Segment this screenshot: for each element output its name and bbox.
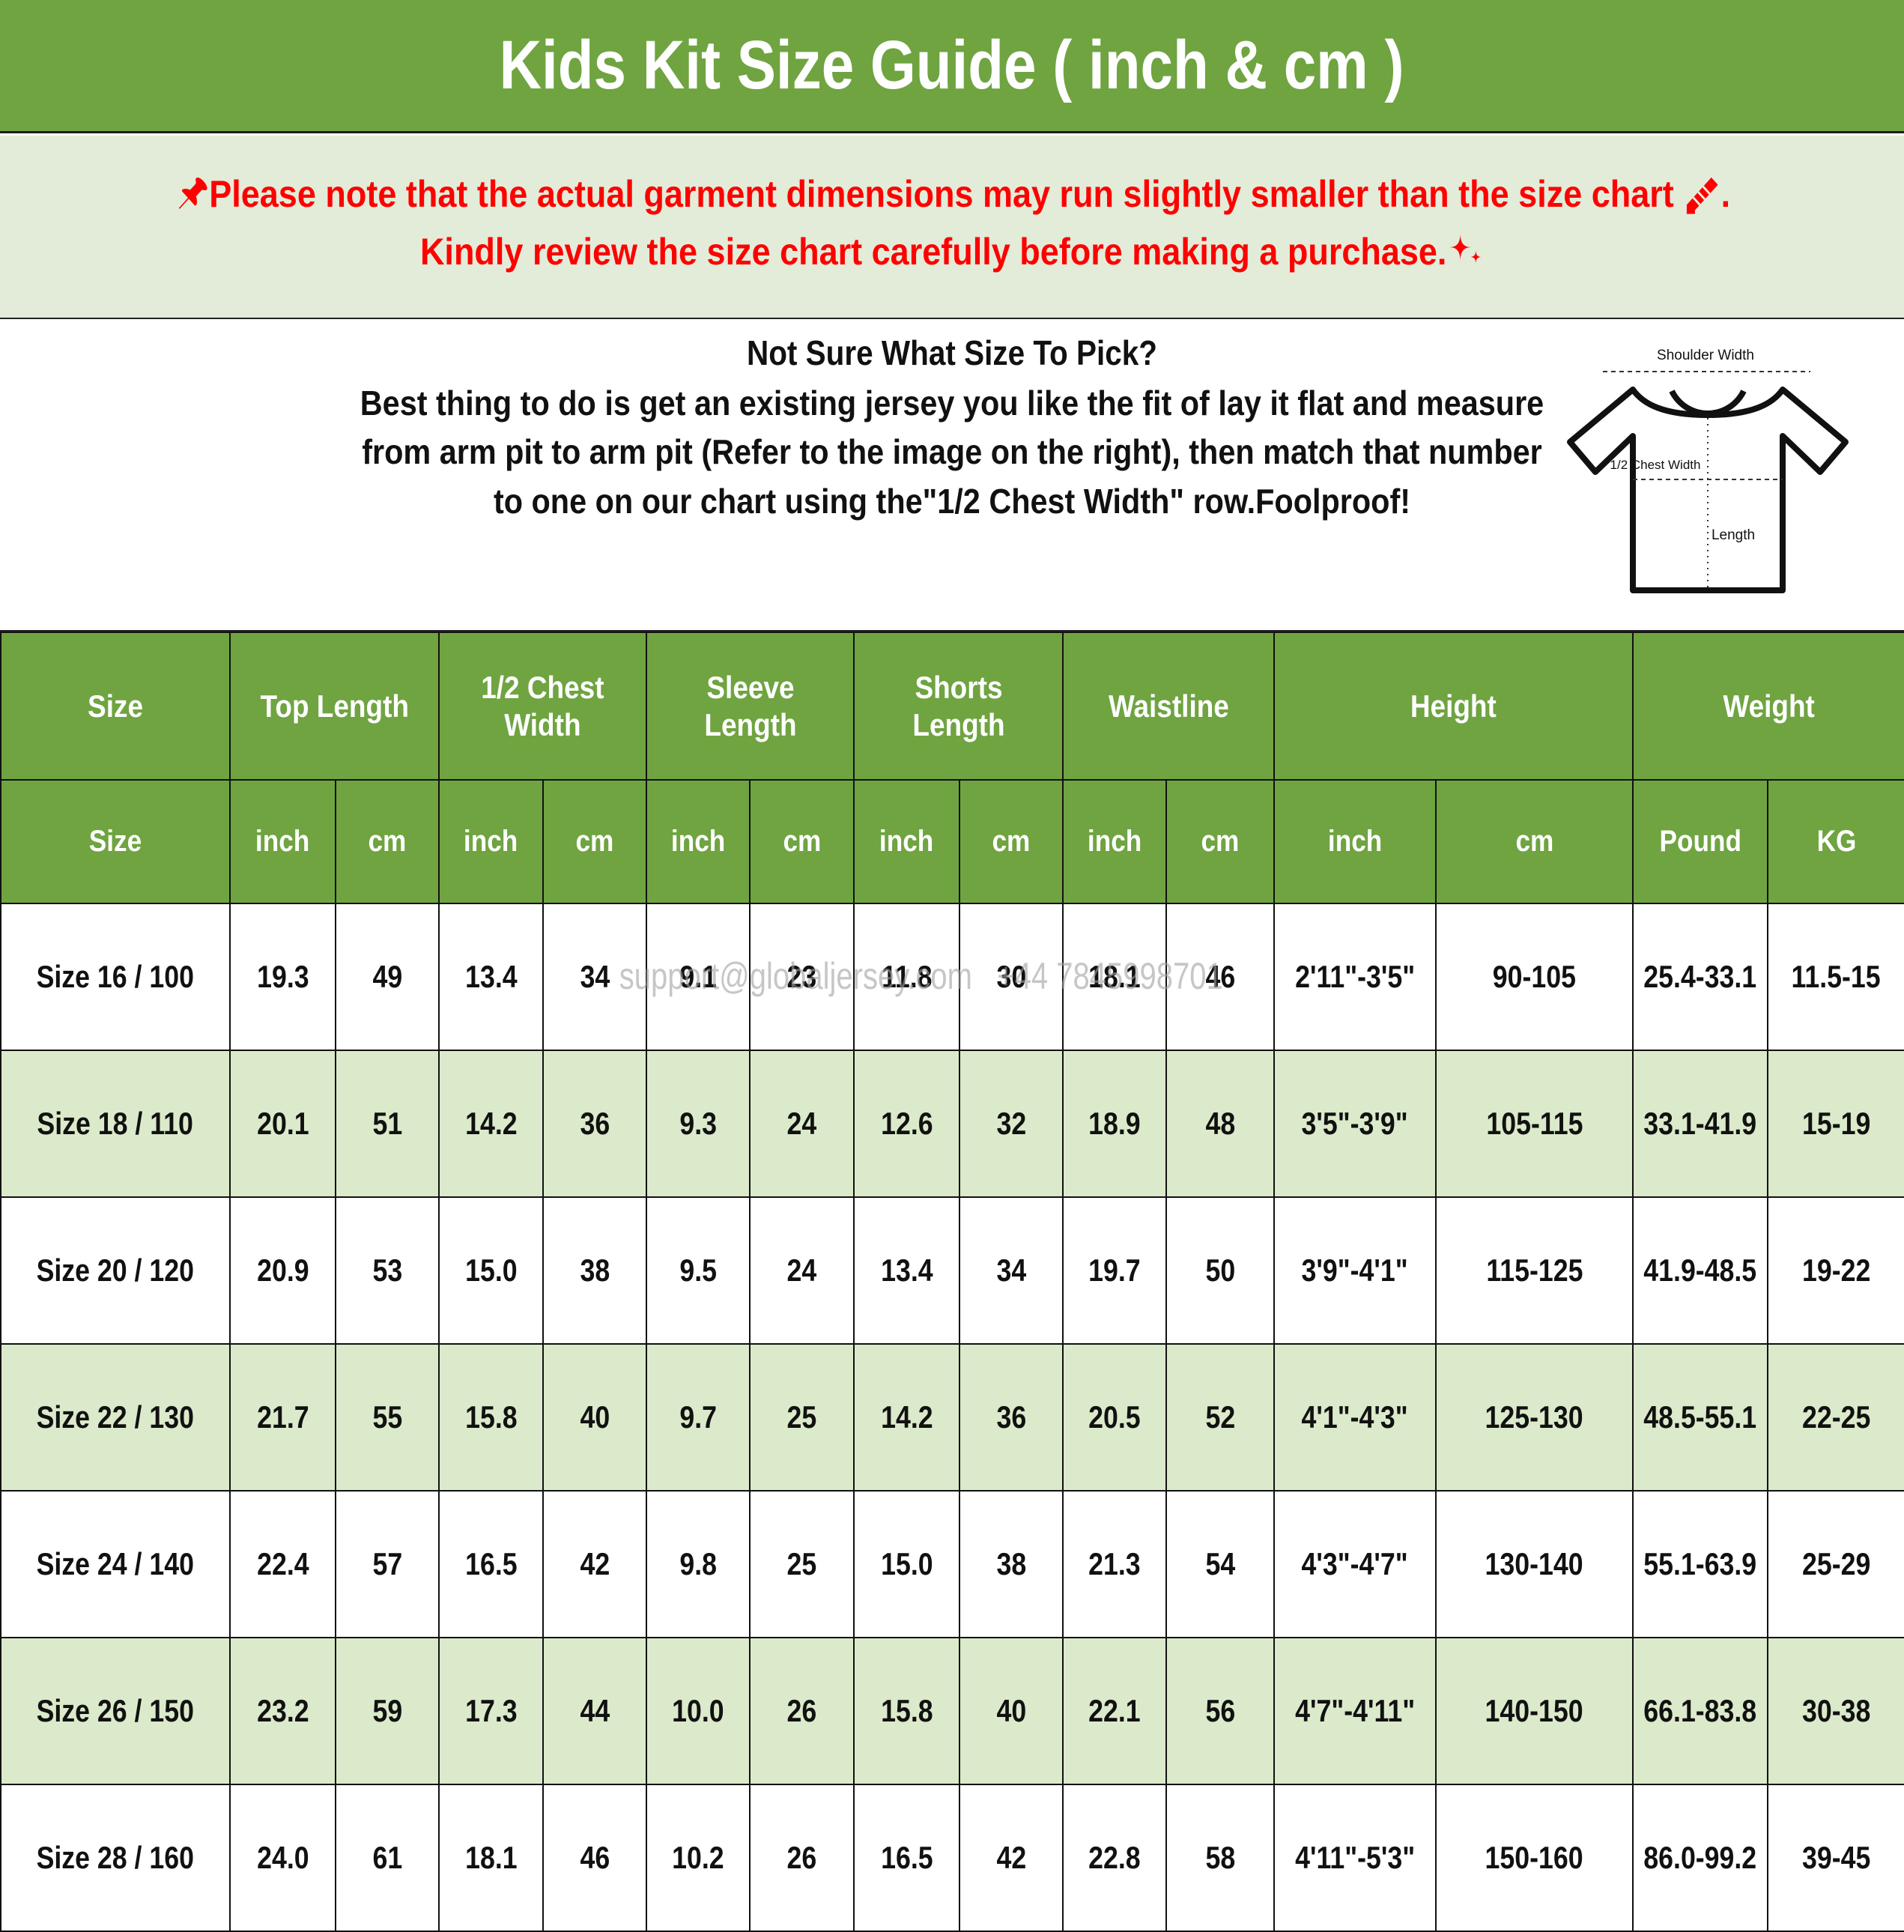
- svg-text:Length: Length: [1712, 527, 1755, 543]
- svg-text:1/2 Chest Width: 1/2 Chest Width: [1610, 458, 1701, 472]
- svg-text:Shoulder Width: Shoulder Width: [1657, 348, 1754, 363]
